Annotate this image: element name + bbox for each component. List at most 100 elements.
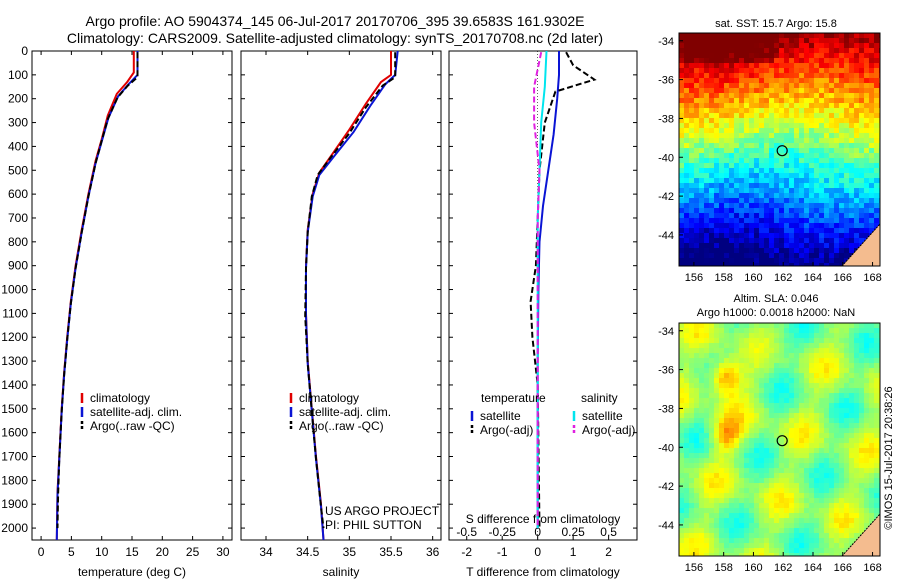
heatmap-cell xyxy=(794,443,799,448)
heatmap-cell xyxy=(744,418,749,423)
heatmap-cell xyxy=(734,88,739,93)
heatmap-cell xyxy=(804,213,809,218)
heatmap-cell xyxy=(719,248,724,253)
heatmap-cell xyxy=(694,148,699,153)
heatmap-cell xyxy=(699,513,704,518)
heatmap-cell xyxy=(739,238,744,243)
heatmap-cell xyxy=(679,388,684,393)
heatmap-cell xyxy=(789,458,794,463)
heatmap-cell xyxy=(719,458,724,463)
heatmap-cell xyxy=(799,443,804,448)
heatmap-cell xyxy=(859,128,864,133)
heatmap-cell xyxy=(784,488,789,493)
heatmap-cell xyxy=(839,453,844,458)
heatmap-cell xyxy=(794,488,799,493)
heatmap-cell xyxy=(809,168,814,173)
heatmap-cell xyxy=(744,378,749,383)
heatmap-cell xyxy=(754,218,759,223)
heatmap-cell xyxy=(804,473,809,478)
heatmap-cell xyxy=(679,378,684,383)
heatmap-cell xyxy=(839,248,844,253)
heatmap-cell xyxy=(799,53,804,58)
heatmap-cell xyxy=(754,323,759,328)
heatmap-cell xyxy=(829,343,834,348)
heatmap-cell xyxy=(729,158,734,163)
heatmap-cell xyxy=(739,428,744,433)
heatmap-cell xyxy=(814,123,819,128)
heatmap-cell xyxy=(794,113,799,118)
heatmap-cell xyxy=(834,33,839,38)
heatmap-cell xyxy=(769,478,774,483)
heatmap-cell xyxy=(714,248,719,253)
heatmap-cell xyxy=(689,443,694,448)
heatmap-cell xyxy=(684,218,689,223)
heatmap-cell xyxy=(684,108,689,113)
heatmap-cell xyxy=(829,228,834,233)
heatmap-cell xyxy=(724,233,729,238)
heatmap-cell xyxy=(689,548,694,553)
heatmap-cell xyxy=(779,428,784,433)
heatmap-cell xyxy=(684,518,689,523)
heatmap-cell xyxy=(789,418,794,423)
heatmap-cell xyxy=(864,43,869,48)
heatmap-cell xyxy=(699,338,704,343)
heatmap-cell xyxy=(684,128,689,133)
heatmap-cell xyxy=(774,493,779,498)
heatmap-cell xyxy=(689,503,694,508)
heatmap-cell xyxy=(834,138,839,143)
heatmap-cell xyxy=(804,368,809,373)
heatmap-cell xyxy=(789,143,794,148)
heatmap-cell xyxy=(714,338,719,343)
heatmap-cell xyxy=(834,98,839,103)
heatmap-cell xyxy=(849,348,854,353)
heatmap-cell xyxy=(859,143,864,148)
heatmap-cell xyxy=(744,163,749,168)
heatmap-cell xyxy=(769,418,774,423)
heatmap-cell xyxy=(824,168,829,173)
heatmap-cell xyxy=(689,38,694,43)
heatmap-cell xyxy=(749,358,754,363)
heatmap-cell xyxy=(834,508,839,513)
heatmap-cell xyxy=(809,378,814,383)
heatmap-cell xyxy=(819,168,824,173)
heatmap-cell xyxy=(839,38,844,43)
heatmap-cell xyxy=(799,113,804,118)
heatmap-cell xyxy=(799,178,804,183)
heatmap-cell xyxy=(754,423,759,428)
heatmap-cell xyxy=(764,408,769,413)
heatmap-cell xyxy=(869,378,874,383)
heatmap-cell xyxy=(849,343,854,348)
heatmap-cell xyxy=(814,488,819,493)
heatmap-cell xyxy=(794,438,799,443)
heatmap-cell xyxy=(864,408,869,413)
heatmap-cell xyxy=(754,468,759,473)
heatmap-cell xyxy=(699,428,704,433)
heatmap-cell xyxy=(759,48,764,53)
heatmap-cell xyxy=(829,108,834,113)
heatmap-cell xyxy=(854,113,859,118)
heatmap-cell xyxy=(859,393,864,398)
heatmap-cell xyxy=(829,48,834,53)
heatmap-cell xyxy=(734,483,739,488)
heatmap-cell xyxy=(859,453,864,458)
heatmap-cell xyxy=(759,473,764,478)
heatmap-cell xyxy=(689,178,694,183)
heatmap-cell xyxy=(724,398,729,403)
heatmap-cell xyxy=(734,363,739,368)
argo-position-marker xyxy=(776,435,788,447)
heatmap-cell xyxy=(839,243,844,248)
heatmap-cell xyxy=(714,378,719,383)
heatmap-cell xyxy=(714,213,719,218)
heatmap-cell xyxy=(834,513,839,518)
heatmap-cell xyxy=(709,438,714,443)
heatmap-cell xyxy=(864,403,869,408)
heatmap-cell xyxy=(754,488,759,493)
heatmap-cell xyxy=(834,163,839,168)
heatmap-cell xyxy=(874,138,879,143)
heatmap-cell xyxy=(834,168,839,173)
heatmap-cell xyxy=(829,158,834,163)
heatmap-cell xyxy=(699,433,704,438)
heatmap-cell xyxy=(734,198,739,203)
heatmap-cell xyxy=(789,123,794,128)
s-tick-label: 0.25 xyxy=(561,525,585,539)
